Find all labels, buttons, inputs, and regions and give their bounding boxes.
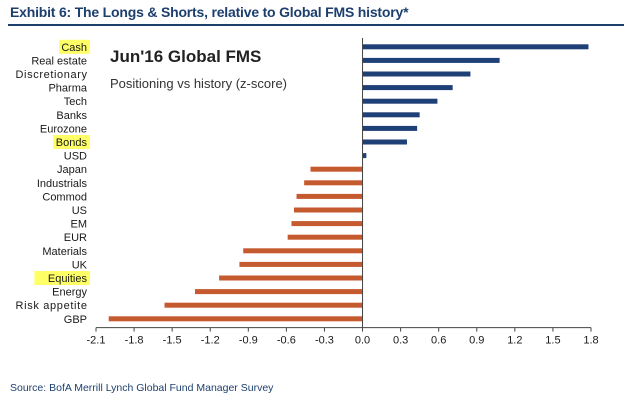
bar-us	[294, 207, 363, 213]
x-tick-label: 1.5	[545, 335, 560, 347]
highlight-equities	[34, 271, 90, 285]
bar-eur	[287, 234, 363, 240]
category-label: Materials	[42, 246, 87, 258]
category-label: Real estate	[31, 55, 87, 67]
bar-uk	[239, 261, 363, 267]
bar-banks	[362, 112, 420, 118]
x-tick-label: -0.3	[315, 335, 334, 347]
category-label: Industrials	[37, 178, 88, 190]
x-tick-label: -2.1	[87, 335, 106, 347]
category-label: Japan	[57, 164, 87, 176]
bar-bonds	[362, 139, 407, 145]
x-tick-label: 0.3	[393, 335, 408, 347]
category-label: EM	[71, 219, 88, 231]
x-tick-label: 0.9	[469, 335, 484, 347]
x-tick-label: -1.2	[201, 335, 220, 347]
category-label: Equities	[48, 273, 88, 285]
category-label: Bonds	[56, 137, 88, 149]
x-tick-label: 1.2	[507, 335, 522, 347]
bar-materials	[243, 248, 363, 254]
x-tick-label: -1.5	[163, 335, 182, 347]
bar-gbp	[108, 316, 363, 322]
bar-equities	[219, 275, 363, 281]
category-label: Eurozone	[40, 123, 87, 135]
category-label: USD	[64, 151, 87, 163]
category-label: GBP	[64, 314, 87, 326]
category-label: Commod	[42, 191, 87, 203]
highlight-cash	[59, 39, 90, 54]
bar-japan	[310, 166, 363, 172]
category-label: Energy	[52, 287, 87, 299]
category-label: UK	[72, 259, 88, 271]
x-tick-label: 0.6	[431, 335, 446, 347]
x-tick-label: -0.9	[239, 335, 258, 347]
category-label: Cash	[61, 42, 87, 54]
x-tick-label: -1.8	[125, 335, 144, 347]
category-label: Discretionary	[16, 69, 88, 81]
chart-title: Jun'16 Global FMS	[110, 47, 261, 66]
title-divider	[8, 24, 624, 26]
bar-discretionary	[362, 71, 471, 77]
highlight-bonds	[53, 135, 90, 149]
category-label: Tech	[64, 96, 87, 108]
bar-eurozone	[362, 125, 418, 131]
bar-tech	[362, 98, 438, 104]
bar-pharma	[362, 85, 453, 91]
bar-energy	[195, 289, 363, 295]
category-label: Risk appetite	[16, 300, 88, 312]
source-note: Source: BofA Merrill Lynch Global Fund M…	[10, 382, 274, 394]
bar-industrials	[304, 180, 363, 186]
exhibit-title: Exhibit 6: The Longs & Shorts, relative …	[10, 4, 409, 20]
bar-usd	[362, 153, 367, 159]
category-label: US	[72, 205, 87, 217]
x-tick-label: -0.6	[277, 335, 296, 347]
x-tick-label: 0.0	[355, 335, 370, 347]
chart-subtitle: Positioning vs history (z-score)	[110, 76, 287, 91]
category-label: Pharma	[48, 83, 87, 95]
x-tick-label: 1.8	[583, 335, 598, 347]
category-label: Banks	[56, 110, 87, 122]
bar-commod	[296, 193, 363, 199]
bar-em	[291, 221, 363, 227]
category-label: EUR	[64, 232, 87, 244]
bar-risk-appetite	[164, 302, 363, 308]
bar-cash	[362, 44, 589, 50]
bar-real-estate	[362, 57, 500, 63]
